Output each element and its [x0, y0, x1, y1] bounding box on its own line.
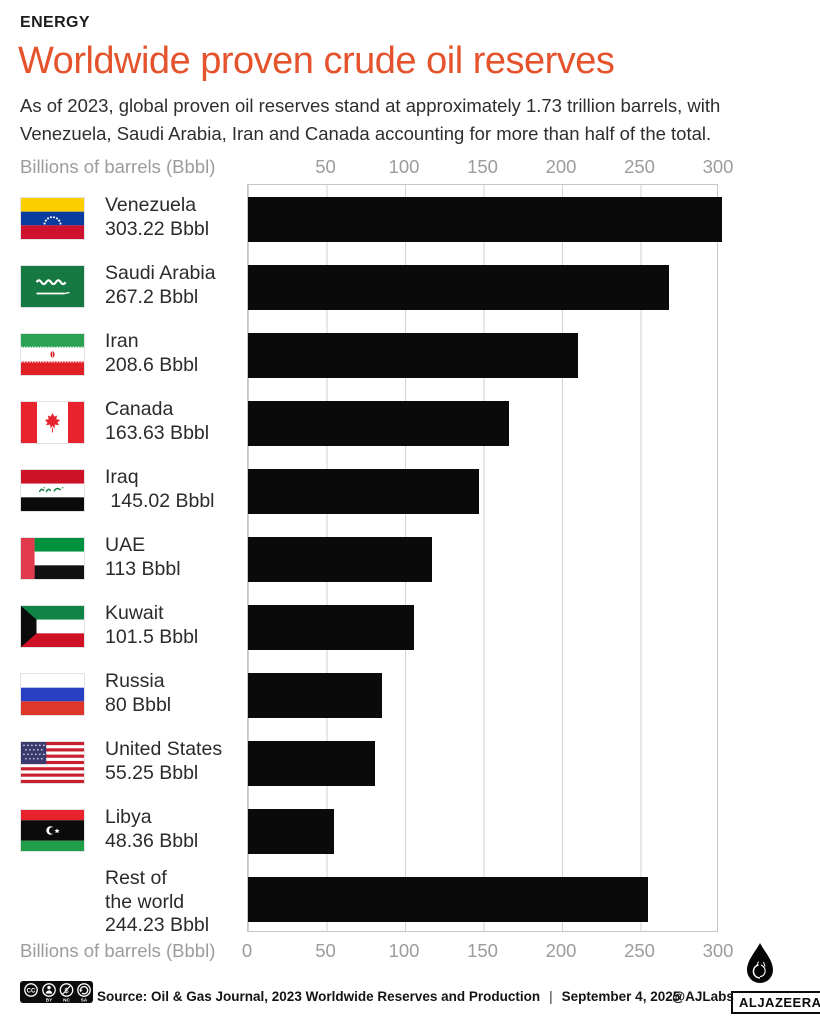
bottom-axis-ticks: 0 50 100 150 200 250 300	[0, 940, 820, 964]
attribution-person-icon	[42, 983, 56, 997]
bar-saudi-arabia	[248, 265, 669, 310]
canada-flag-icon	[20, 401, 85, 444]
ajlabs-handle: @AJLabs	[672, 989, 734, 1004]
country-name: Canada	[105, 398, 174, 420]
row-rest-of-the-world: Rest of the world 244.23 Bbbl	[0, 864, 244, 936]
country-value: 80 Bbbl	[105, 693, 172, 716]
uae-flag-icon	[20, 537, 85, 580]
saudi-arabia-flag-icon	[20, 265, 85, 308]
cc-license-badge: CC $ BY NC SA	[20, 981, 93, 1003]
bar-uae	[248, 537, 433, 582]
source-label: Source: Oil & Gas Journal, 2023 Worldwid…	[97, 989, 541, 1004]
country-name: Libya	[105, 806, 152, 828]
bar-venezuela	[248, 197, 722, 242]
bar-united-states	[248, 741, 376, 786]
russia-flag-icon	[20, 673, 85, 716]
country-value: 145.02 Bbbl	[105, 489, 215, 512]
axis-tick-50: 50	[315, 156, 336, 177]
row-saudi-arabia: Saudi Arabia 267.2 Bbbl	[0, 252, 244, 320]
iran-flag-icon	[20, 333, 85, 376]
libya-flag-icon	[20, 809, 85, 852]
country-value: 267.2 Bbbl	[105, 285, 199, 308]
kuwait-flag-icon	[20, 605, 85, 648]
date-label: September 4, 2025	[561, 989, 681, 1004]
row-iran: Iran 208.6 Bbbl	[0, 320, 244, 388]
country-name: Kuwait	[105, 602, 164, 624]
country-name: Venezuela	[105, 194, 197, 216]
country-name: Rest of	[105, 867, 167, 889]
aljazeera-drop-logo-icon	[747, 943, 773, 983]
noncommercial-dollar-icon: $	[59, 983, 74, 997]
axis-tick-200: 200	[545, 156, 577, 177]
top-axis-label: Billions of barrels (Bbbl)	[20, 156, 216, 177]
svg-text:BY: BY	[46, 997, 52, 1002]
axis-tick-100: 100	[388, 156, 420, 177]
source-text: Source: Oil & Gas Journal, 2023 Worldwid…	[97, 989, 680, 1004]
svg-text:CC: CC	[27, 988, 36, 994]
country-name: Iran	[105, 330, 139, 352]
aljazeera-logo: ALJAZEERA	[731, 991, 820, 1014]
country-value: 113 Bbbl	[105, 557, 181, 580]
axis-tick-50: 50	[315, 940, 336, 961]
page-title: Worldwide proven crude oil reserves	[18, 40, 615, 82]
bar-iraq	[248, 469, 480, 514]
axis-tick-250: 250	[624, 940, 655, 961]
bar-kuwait	[248, 605, 415, 650]
axis-tick-150: 150	[467, 940, 498, 961]
country-name: UAE	[105, 534, 146, 556]
row-kuwait: Kuwait 101.5 Bbbl	[0, 592, 244, 660]
subtitle-line: As of 2023, global proven oil reserves s…	[20, 95, 721, 116]
country-name: Saudi Arabia	[105, 262, 216, 284]
kicker: ENERGY	[20, 14, 90, 31]
country-value: 244.23 Bbbl	[105, 914, 210, 936]
axis-tick-0: 0	[241, 940, 253, 961]
country-name: Iraq	[105, 466, 139, 488]
bar-russia	[248, 673, 382, 718]
axis-tick-100: 100	[388, 940, 420, 961]
country-name: the world	[105, 890, 185, 913]
svg-text:NC: NC	[63, 997, 70, 1002]
row-uae: UAE 113 Bbbl	[0, 524, 244, 592]
country-value: 303.22 Bbbl	[105, 217, 210, 240]
axis-tick-300: 300	[702, 940, 734, 961]
bar-rest-of-the-world	[248, 877, 649, 922]
country-value: 163.63 Bbbl	[105, 421, 210, 444]
separator: |	[549, 989, 553, 1004]
chart-plot	[247, 184, 722, 932]
sharealike-arrow-icon	[77, 983, 91, 997]
subtitle-line: Venezuela, Saudi Arabia, Iran and Canada…	[20, 123, 712, 144]
cc-circle-icon: CC	[24, 983, 38, 997]
country-name: United States	[105, 738, 223, 760]
svg-text:SA: SA	[81, 997, 88, 1002]
axis-tick-300: 300	[702, 156, 734, 177]
axis-tick-250: 250	[624, 156, 655, 177]
row-iraq: Iraq 145.02 Bbbl	[0, 456, 244, 524]
row-canada: Canada 163.63 Bbbl	[0, 388, 244, 456]
row-united-states: United States 55.25 Bbbl	[0, 728, 244, 796]
bottom-axis-label: Billions of barrels (Bbbl)	[20, 940, 216, 961]
country-value: 101.5 Bbbl	[105, 625, 199, 648]
bar-libya	[248, 809, 335, 854]
venezuela-flag-icon	[20, 197, 85, 240]
iraq-flag-icon	[20, 469, 85, 512]
united-states-flag-icon	[20, 741, 85, 784]
axis-tick-150: 150	[467, 156, 498, 177]
bar-iran	[248, 333, 578, 378]
row-russia: Russia 80 Bbbl	[0, 660, 244, 728]
bar-canada	[248, 401, 510, 446]
subtitle: As of 2023, global proven oil reserves s…	[20, 92, 720, 148]
axis-tick-200: 200	[545, 940, 577, 961]
country-value: 48.36 Bbbl	[105, 829, 199, 852]
row-libya: Libya 48.36 Bbbl	[0, 796, 244, 864]
top-axis-ticks: 50 100 150 200 250 300	[0, 156, 820, 180]
country-value: 55.25 Bbbl	[105, 761, 199, 784]
country-value: 208.6 Bbbl	[105, 353, 199, 376]
country-name: Russia	[105, 670, 165, 692]
row-venezuela: Venezuela 303.22 Bbbl	[0, 184, 244, 252]
